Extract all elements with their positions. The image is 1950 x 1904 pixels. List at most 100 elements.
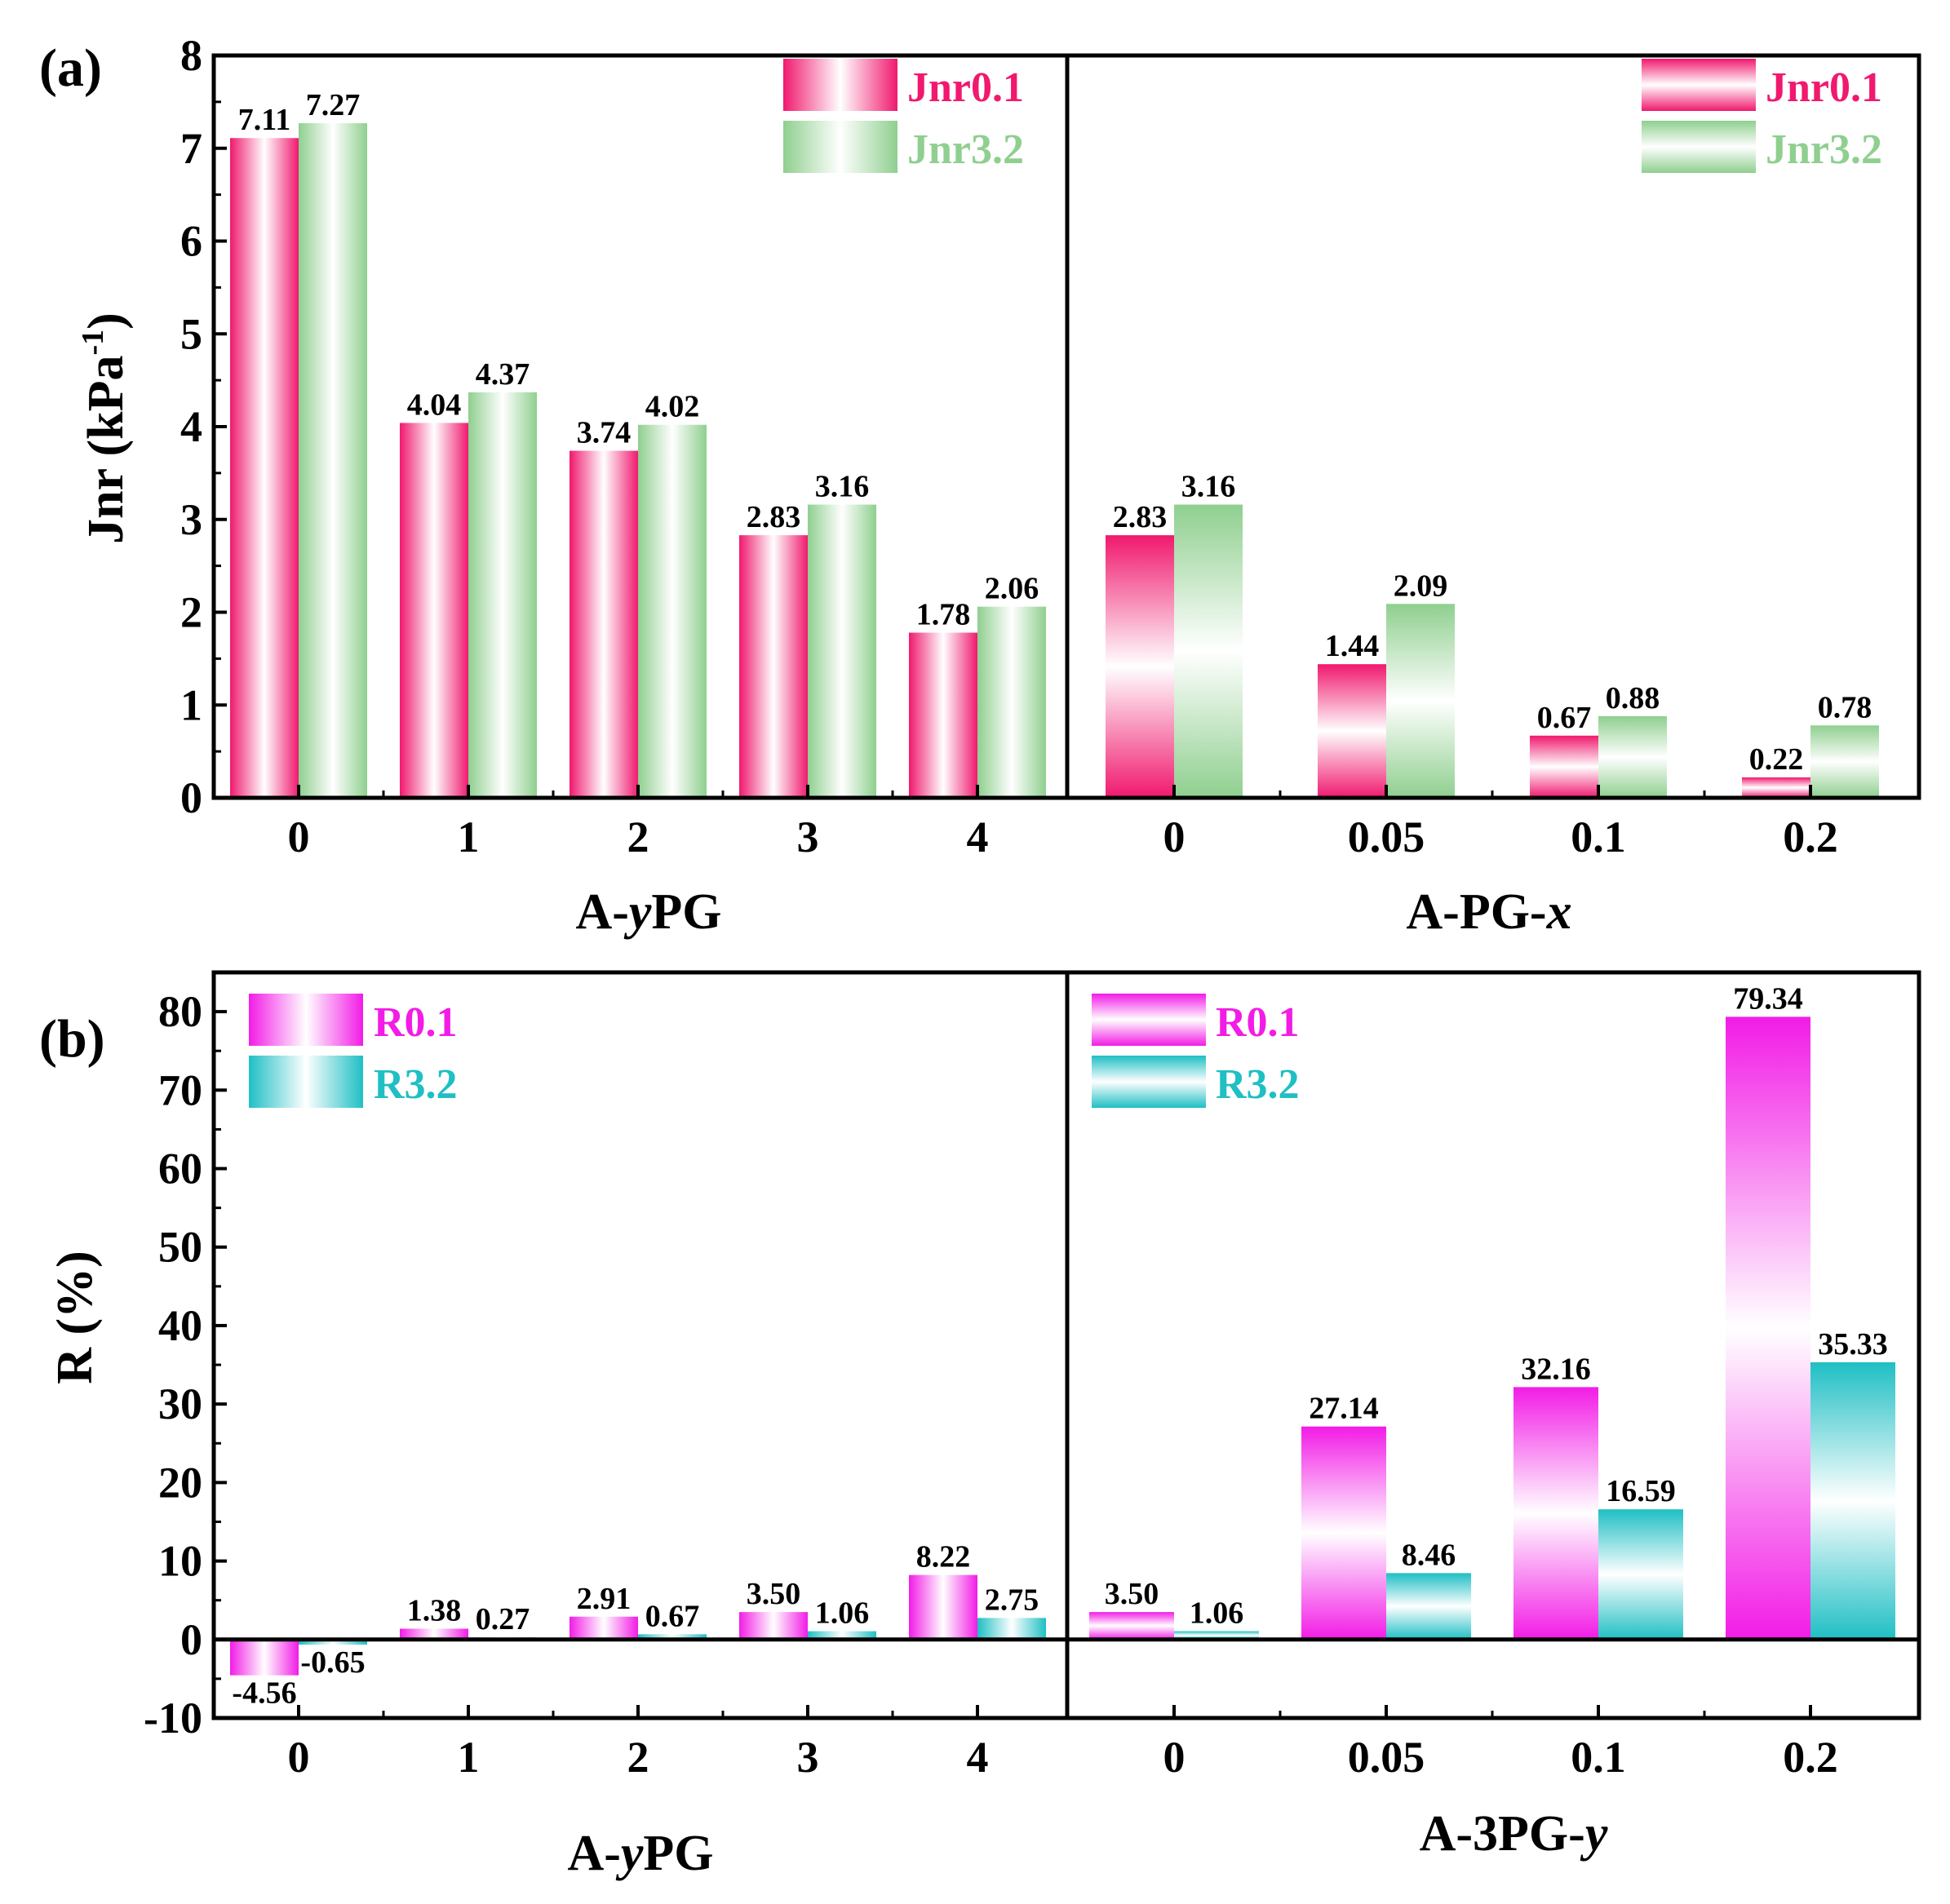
a-bar-right-s0-c0: [1106, 535, 1174, 798]
b-value-label-left-s1-c2: 0.67: [645, 1599, 700, 1633]
b-bars-right: 3.50 27.14 32.16 79.34 1.06 8.46 16.59 35.33: [1089, 981, 1895, 1640]
b-legend-left-label-r32: R3.2: [374, 1061, 458, 1108]
a-ytick-label: 8: [180, 31, 202, 80]
b-value-label-right-s0-c3: 79.34: [1733, 981, 1803, 1016]
a-legend-left: Jnr0.1 Jnr3.2: [783, 59, 1024, 173]
a-legend-left-label-jnr01: Jnr0.1: [907, 64, 1024, 111]
b-legend-right-swatch-r32: [1092, 1056, 1206, 1108]
a-value-label-right-s0-c3: 0.22: [1749, 742, 1804, 777]
b-bar-right-s0-c0: [1089, 1612, 1174, 1640]
a-value-label-left-s0-c2: 3.74: [577, 416, 632, 450]
b-ytick-label: 20: [158, 1458, 202, 1507]
b-xtick-label-left: 4: [967, 1733, 989, 1782]
a-xtick-label-left: 1: [458, 813, 480, 861]
b-value-label-right-s1-c0: 1.06: [1190, 1596, 1244, 1631]
a-bar-right-s0-c1: [1318, 664, 1386, 798]
b-value-label-right-s0-c1: 27.14: [1309, 1392, 1379, 1426]
b-xtick-label-right: 0.2: [1783, 1733, 1838, 1782]
a-value-label-right-s1-c0: 3.16: [1181, 470, 1236, 504]
a-bar-left-s1-c3: [808, 504, 876, 798]
a-ytick-label: 7: [180, 124, 202, 173]
a-bar-left-s0-c4: [909, 632, 977, 798]
a-bar-right-s1-c1: [1386, 604, 1455, 798]
b-legend-left-label-r01: R0.1: [374, 999, 458, 1046]
a-bar-left-s0-c2: [569, 450, 638, 798]
b-xtick-label-right: 0.1: [1571, 1733, 1626, 1782]
b-xtick-label-left: 0: [288, 1733, 310, 1782]
a-value-label-right-s1-c1: 2.09: [1394, 569, 1448, 603]
a-bar-left-s0-c0: [230, 138, 299, 799]
a-ytick-label: 3: [180, 495, 202, 544]
a-bar-right-s1-c3: [1810, 725, 1879, 798]
a-legend-left-label-jnr32: Jnr3.2: [907, 126, 1024, 173]
a-bar-left-s0-c3: [739, 535, 808, 798]
a-value-label-left-s1-c4: 2.06: [985, 572, 1039, 606]
a-ytick-label: 6: [180, 217, 202, 266]
a-ytick-label: 4: [180, 402, 202, 451]
b-ytick-label: 0: [180, 1615, 202, 1664]
a-legend-right-label-jnr01: Jnr0.1: [1766, 64, 1882, 111]
a-value-label-right-s1-c3: 0.78: [1818, 690, 1872, 724]
a-bar-left-s1-c2: [638, 424, 707, 798]
b-xlabel-right: A-3PG-y: [1420, 1806, 1608, 1862]
a-xtick-label-right: 0.05: [1348, 813, 1425, 861]
b-bar-right-s0-c2: [1513, 1387, 1598, 1640]
b-bar-left-s1-c2: [638, 1634, 707, 1640]
b-legend-left: R0.1 R3.2: [249, 994, 458, 1108]
a-xtick-label-left: 0: [288, 813, 310, 861]
b-bar-left-s0-c0: [230, 1639, 299, 1676]
b-xtick-label-left: 3: [797, 1733, 819, 1782]
a-ytick-label: 2: [180, 588, 202, 637]
b-value-label-left-s0-c0: -4.56: [232, 1676, 296, 1711]
b-value-label-right-s0-c2: 32.16: [1521, 1352, 1591, 1386]
a-legend-right: Jnr0.1 Jnr3.2: [1642, 59, 1882, 173]
b-bar-left-s0-c3: [739, 1612, 808, 1640]
a-xlabel-right: A-PG-x: [1406, 884, 1571, 940]
a-bar-right-s0-c3: [1742, 777, 1810, 798]
b-legend-right-label-r32: R3.2: [1216, 1061, 1300, 1108]
a-axes: 0 1 2 3 4 5 6 7 8 0 1 2 3 4 0 0.05 0.1 0.2: [180, 31, 1921, 861]
a-value-label-right-s0-c2: 0.67: [1537, 701, 1592, 735]
panel-b: -4.56 1.38 2.91 3.50 8.22 -0.65 0.27 0.67 1.06 2.…: [39, 970, 1921, 1881]
b-xtick-label-left: 2: [627, 1733, 649, 1782]
b-xlabel-left: A-yPG: [567, 1826, 713, 1881]
a-ytick-label: 1: [180, 680, 202, 729]
b-value-label-right-s1-c1: 8.46: [1402, 1538, 1456, 1572]
b-value-label-left-s1-c1: 0.27: [476, 1602, 530, 1636]
a-value-label-left-s0-c0: 7.11: [238, 103, 290, 137]
b-value-label-left-s0-c4: 8.22: [916, 1540, 971, 1574]
a-value-label-left-s1-c2: 4.02: [645, 390, 700, 424]
a-xtick-label-left: 3: [797, 813, 819, 861]
b-ytick-label: 60: [158, 1145, 202, 1193]
a-value-label-left-s0-c1: 4.04: [407, 387, 462, 422]
a-legend-left-swatch-jnr01: [783, 59, 897, 111]
a-xtick-label-left: 2: [627, 813, 649, 861]
b-bar-left-s0-c4: [909, 1574, 977, 1640]
panel-a: 7.11 4.04 3.74 2.83 1.78 7.27 4.37 4.02 3.16 2.06…: [39, 31, 1921, 940]
a-bar-right-s0-c2: [1530, 735, 1598, 798]
b-bar-left-s1-c3: [808, 1631, 876, 1640]
b-ytick-label: 40: [158, 1301, 202, 1350]
a-legend-left-swatch-jnr32: [783, 121, 897, 173]
panel-b-label: (b): [39, 1009, 105, 1069]
b-value-label-right-s1-c2: 16.59: [1606, 1474, 1676, 1508]
b-bar-left-s0-c1: [400, 1628, 468, 1640]
a-xlabel-left: A-yPG: [575, 884, 721, 940]
b-legend-right: R0.1 R3.2: [1092, 994, 1300, 1108]
a-bar-left-s0-c1: [400, 423, 468, 798]
b-xtick-label-right: 0: [1163, 1733, 1186, 1782]
a-xtick-label-right: 0.1: [1571, 813, 1626, 861]
a-value-label-right-s0-c0: 2.83: [1113, 500, 1168, 534]
b-value-label-left-s0-c2: 2.91: [577, 1582, 632, 1616]
b-ytick-label: 10: [158, 1537, 202, 1586]
b-value-label-left-s0-c1: 1.38: [407, 1594, 462, 1628]
a-bar-left-s1-c0: [299, 123, 367, 799]
b-bar-right-s0-c1: [1301, 1426, 1386, 1640]
a-value-label-left-s1-c0: 7.27: [306, 88, 361, 122]
panel-a-label: (a): [39, 38, 102, 98]
a-value-label-right-s1-c2: 0.88: [1606, 681, 1660, 715]
b-ytick-label: -10: [144, 1694, 202, 1742]
a-legend-right-swatch-jnr32: [1642, 121, 1756, 173]
